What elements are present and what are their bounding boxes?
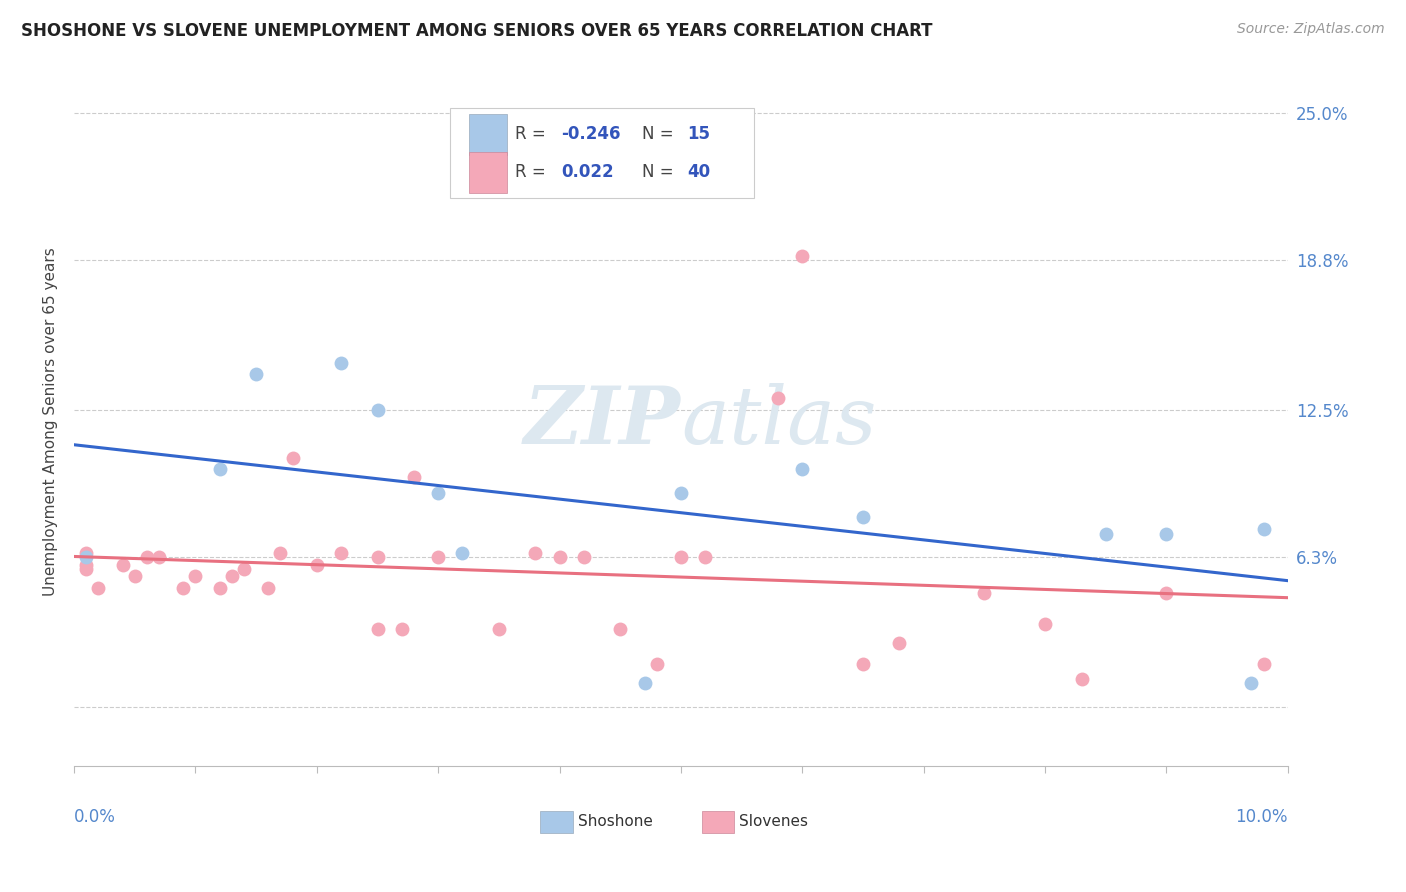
Point bbox=[1033, 616, 1056, 631]
Point bbox=[75, 558, 97, 572]
Text: N =: N = bbox=[643, 125, 679, 144]
Point bbox=[1070, 672, 1092, 686]
FancyBboxPatch shape bbox=[702, 811, 734, 832]
Point bbox=[75, 562, 97, 576]
Text: 15: 15 bbox=[688, 125, 710, 144]
Text: atlas: atlas bbox=[681, 384, 876, 460]
Point bbox=[792, 249, 814, 263]
Text: R =: R = bbox=[515, 125, 551, 144]
Point bbox=[451, 546, 474, 560]
Point bbox=[124, 569, 146, 583]
FancyBboxPatch shape bbox=[540, 811, 574, 832]
Point bbox=[1094, 526, 1116, 541]
Point bbox=[609, 622, 631, 636]
Point bbox=[1156, 586, 1178, 600]
Point bbox=[524, 546, 547, 560]
Point bbox=[766, 391, 789, 405]
Point bbox=[852, 510, 875, 524]
Point bbox=[184, 569, 207, 583]
Text: 0.022: 0.022 bbox=[561, 163, 613, 181]
Point bbox=[367, 403, 389, 417]
Point bbox=[1240, 676, 1263, 690]
Point bbox=[87, 581, 110, 595]
Point bbox=[669, 486, 692, 500]
Point bbox=[172, 581, 194, 595]
Text: Shoshone: Shoshone bbox=[578, 814, 652, 829]
Text: -0.246: -0.246 bbox=[561, 125, 620, 144]
Point bbox=[305, 558, 328, 572]
Point bbox=[1253, 522, 1275, 536]
Point bbox=[391, 622, 413, 636]
FancyBboxPatch shape bbox=[468, 114, 508, 154]
Point bbox=[257, 581, 280, 595]
Point bbox=[221, 569, 243, 583]
Point bbox=[488, 622, 510, 636]
Point bbox=[330, 355, 353, 369]
Point bbox=[572, 550, 595, 565]
Point bbox=[695, 550, 717, 565]
Text: R =: R = bbox=[515, 163, 551, 181]
Point bbox=[233, 562, 256, 576]
Point bbox=[973, 586, 995, 600]
Text: 0.0%: 0.0% bbox=[75, 808, 115, 826]
Point bbox=[208, 581, 231, 595]
Text: N =: N = bbox=[643, 163, 679, 181]
Point bbox=[148, 550, 170, 565]
Text: 10.0%: 10.0% bbox=[1236, 808, 1288, 826]
FancyBboxPatch shape bbox=[468, 152, 508, 193]
Point bbox=[269, 546, 291, 560]
Point bbox=[548, 550, 571, 565]
Point bbox=[367, 550, 389, 565]
Point bbox=[75, 550, 97, 565]
Point bbox=[645, 657, 668, 672]
Point bbox=[427, 550, 450, 565]
Point bbox=[1253, 657, 1275, 672]
Point bbox=[1156, 526, 1178, 541]
Text: Source: ZipAtlas.com: Source: ZipAtlas.com bbox=[1237, 22, 1385, 37]
Point bbox=[245, 368, 267, 382]
Point bbox=[367, 622, 389, 636]
Text: ZIP: ZIP bbox=[524, 384, 681, 460]
Point bbox=[427, 486, 450, 500]
Point bbox=[281, 450, 304, 465]
Point bbox=[792, 462, 814, 476]
Text: SHOSHONE VS SLOVENE UNEMPLOYMENT AMONG SENIORS OVER 65 YEARS CORRELATION CHART: SHOSHONE VS SLOVENE UNEMPLOYMENT AMONG S… bbox=[21, 22, 932, 40]
Point bbox=[889, 636, 911, 650]
Point bbox=[852, 657, 875, 672]
Point bbox=[402, 469, 425, 483]
Text: Slovenes: Slovenes bbox=[740, 814, 808, 829]
Point bbox=[135, 550, 157, 565]
Point bbox=[75, 546, 97, 560]
Point bbox=[633, 676, 655, 690]
FancyBboxPatch shape bbox=[450, 109, 754, 198]
Point bbox=[208, 462, 231, 476]
Y-axis label: Unemployment Among Seniors over 65 years: Unemployment Among Seniors over 65 years bbox=[44, 248, 58, 597]
Point bbox=[669, 550, 692, 565]
Point bbox=[330, 546, 353, 560]
Point bbox=[111, 558, 134, 572]
Text: 40: 40 bbox=[688, 163, 710, 181]
